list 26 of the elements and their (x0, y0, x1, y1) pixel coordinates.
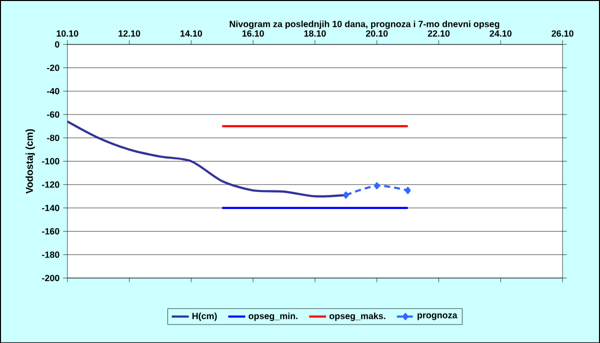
y-tick-label: 0 (55, 41, 60, 48)
legend-label: prognoza (418, 313, 458, 320)
y-tick-label: -60 (47, 111, 60, 118)
y-tick-label: -160 (42, 228, 60, 234)
x-tick-label: 22.10 (428, 30, 450, 36)
y-tick-label: -180 (42, 251, 60, 258)
legend-label: H(cm) (192, 312, 217, 321)
y-tick-label: -140 (42, 204, 60, 211)
y-tick-label: -80 (47, 134, 60, 141)
legend-label: opseg_maks. (330, 312, 386, 321)
x-tick-label: 24.10 (490, 30, 512, 36)
x-tick-label: 10.10 (56, 30, 78, 36)
legend-label: opseg_min. (248, 312, 298, 321)
y-tick-label: -40 (47, 88, 60, 94)
y-tick-label: -200 (42, 274, 60, 282)
x-tick-label: 20.10 (366, 30, 388, 36)
x-tick-label: 16.10 (242, 30, 264, 36)
x-tick-label: 12.10 (118, 30, 140, 36)
y-tick-label: -20 (47, 64, 60, 71)
y-tick-label: -120 (42, 181, 60, 188)
x-tick-label: 14.10 (180, 30, 202, 36)
chart-title: Nivogram za poslednjih 10 dana, prognoza i 7-mo dnevni opseg (230, 20, 500, 29)
y-axis-title: Vodostaj (cm) (26, 129, 35, 194)
x-tick-label: 26.10 (552, 30, 574, 36)
x-tick-label: 18.10 (304, 30, 326, 36)
y-tick-label: -100 (42, 158, 60, 164)
